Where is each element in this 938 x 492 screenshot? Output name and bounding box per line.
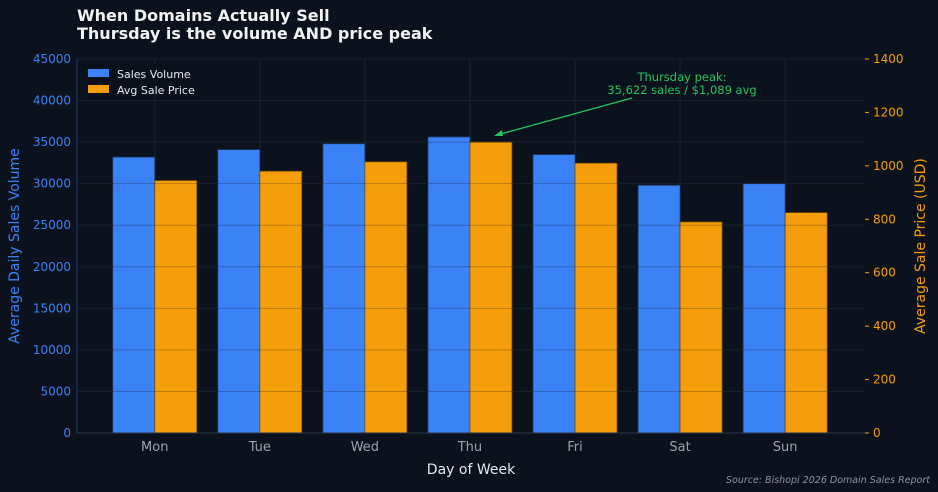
bar-price-sun: [784, 212, 828, 434]
bar-price-sat: [679, 221, 723, 434]
y-left-tick-label: 45000: [33, 52, 71, 66]
y-right-tick-label: 1000: [873, 159, 904, 173]
annotation-line-2: 35,622 sales / $1,089 avg: [607, 83, 756, 97]
legend-label-volume: Sales Volume: [117, 68, 191, 81]
bar-volume-sun: [742, 183, 786, 434]
bar-price-fri: [574, 162, 618, 434]
bar-volume-wed: [322, 143, 366, 434]
y-left-tick-label: 20000: [33, 260, 71, 274]
annotation-line-1: Thursday peak:: [636, 70, 726, 84]
bar-volume-mon: [112, 156, 156, 434]
y-right-tick-label: 1200: [873, 105, 904, 119]
x-tick-label: Mon: [141, 440, 168, 455]
x-axis-label: Day of Week: [427, 462, 516, 478]
x-tick-label: Sun: [773, 440, 798, 455]
bar-volume-tue: [217, 149, 261, 434]
x-tick-label: Sat: [669, 440, 690, 455]
y-right-tick-label: 600: [873, 266, 896, 280]
y-right-tick-label: 0: [873, 426, 881, 440]
legend-label-price: Avg Sale Price: [117, 84, 195, 97]
bar-volume-fri: [532, 154, 576, 434]
y-left-tick-label: 40000: [33, 94, 71, 108]
source-note: Source: Bishopi 2026 Domain Sales Report: [726, 475, 931, 486]
x-tick-label: Wed: [351, 440, 379, 455]
legend-swatch-volume: [88, 69, 109, 77]
x-tick-label: Thu: [457, 440, 482, 455]
chart-subtitle: Thursday is the volume AND price peak: [77, 24, 433, 43]
annotation-arrow: [496, 97, 633, 136]
annotation-arrowhead: [494, 130, 503, 136]
bar-price-mon: [154, 180, 198, 434]
y-right-tick-label: 800: [873, 212, 896, 226]
y-right-tick-label: 200: [873, 373, 896, 387]
bar-price-tue: [259, 170, 303, 434]
chart-title: When Domains Actually Sell: [77, 6, 330, 25]
y-left-tick-label: 15000: [33, 301, 71, 315]
y-right-tick-label: 1400: [873, 52, 904, 66]
bar-price-thu: [469, 141, 513, 434]
x-tick-label: Fri: [567, 440, 583, 455]
y-right-tick-label: 400: [873, 319, 896, 333]
y-left-tick-label: 10000: [33, 343, 71, 357]
y-left-tick-label: 5000: [40, 384, 71, 398]
bar-volume-sat: [637, 184, 681, 434]
y-left-tick-label: 30000: [33, 177, 71, 191]
bar-volume-thu: [427, 136, 471, 434]
y-axis-right-label: Average Sale Price (USD): [913, 158, 929, 334]
y-left-tick-label: 35000: [33, 135, 71, 149]
y-left-tick-label: 0: [63, 426, 71, 440]
x-tick-label: Tue: [248, 440, 271, 455]
legend-swatch-price: [88, 85, 109, 93]
bar-price-wed: [364, 161, 408, 434]
y-left-tick-label: 25000: [33, 218, 71, 232]
y-axis-left-label: Average Daily Sales Volume: [7, 148, 23, 344]
annotation: Thursday peak: 35,622 sales / $1,089 avg: [494, 70, 757, 136]
legend: Sales Volume Avg Sale Price: [84, 64, 204, 100]
